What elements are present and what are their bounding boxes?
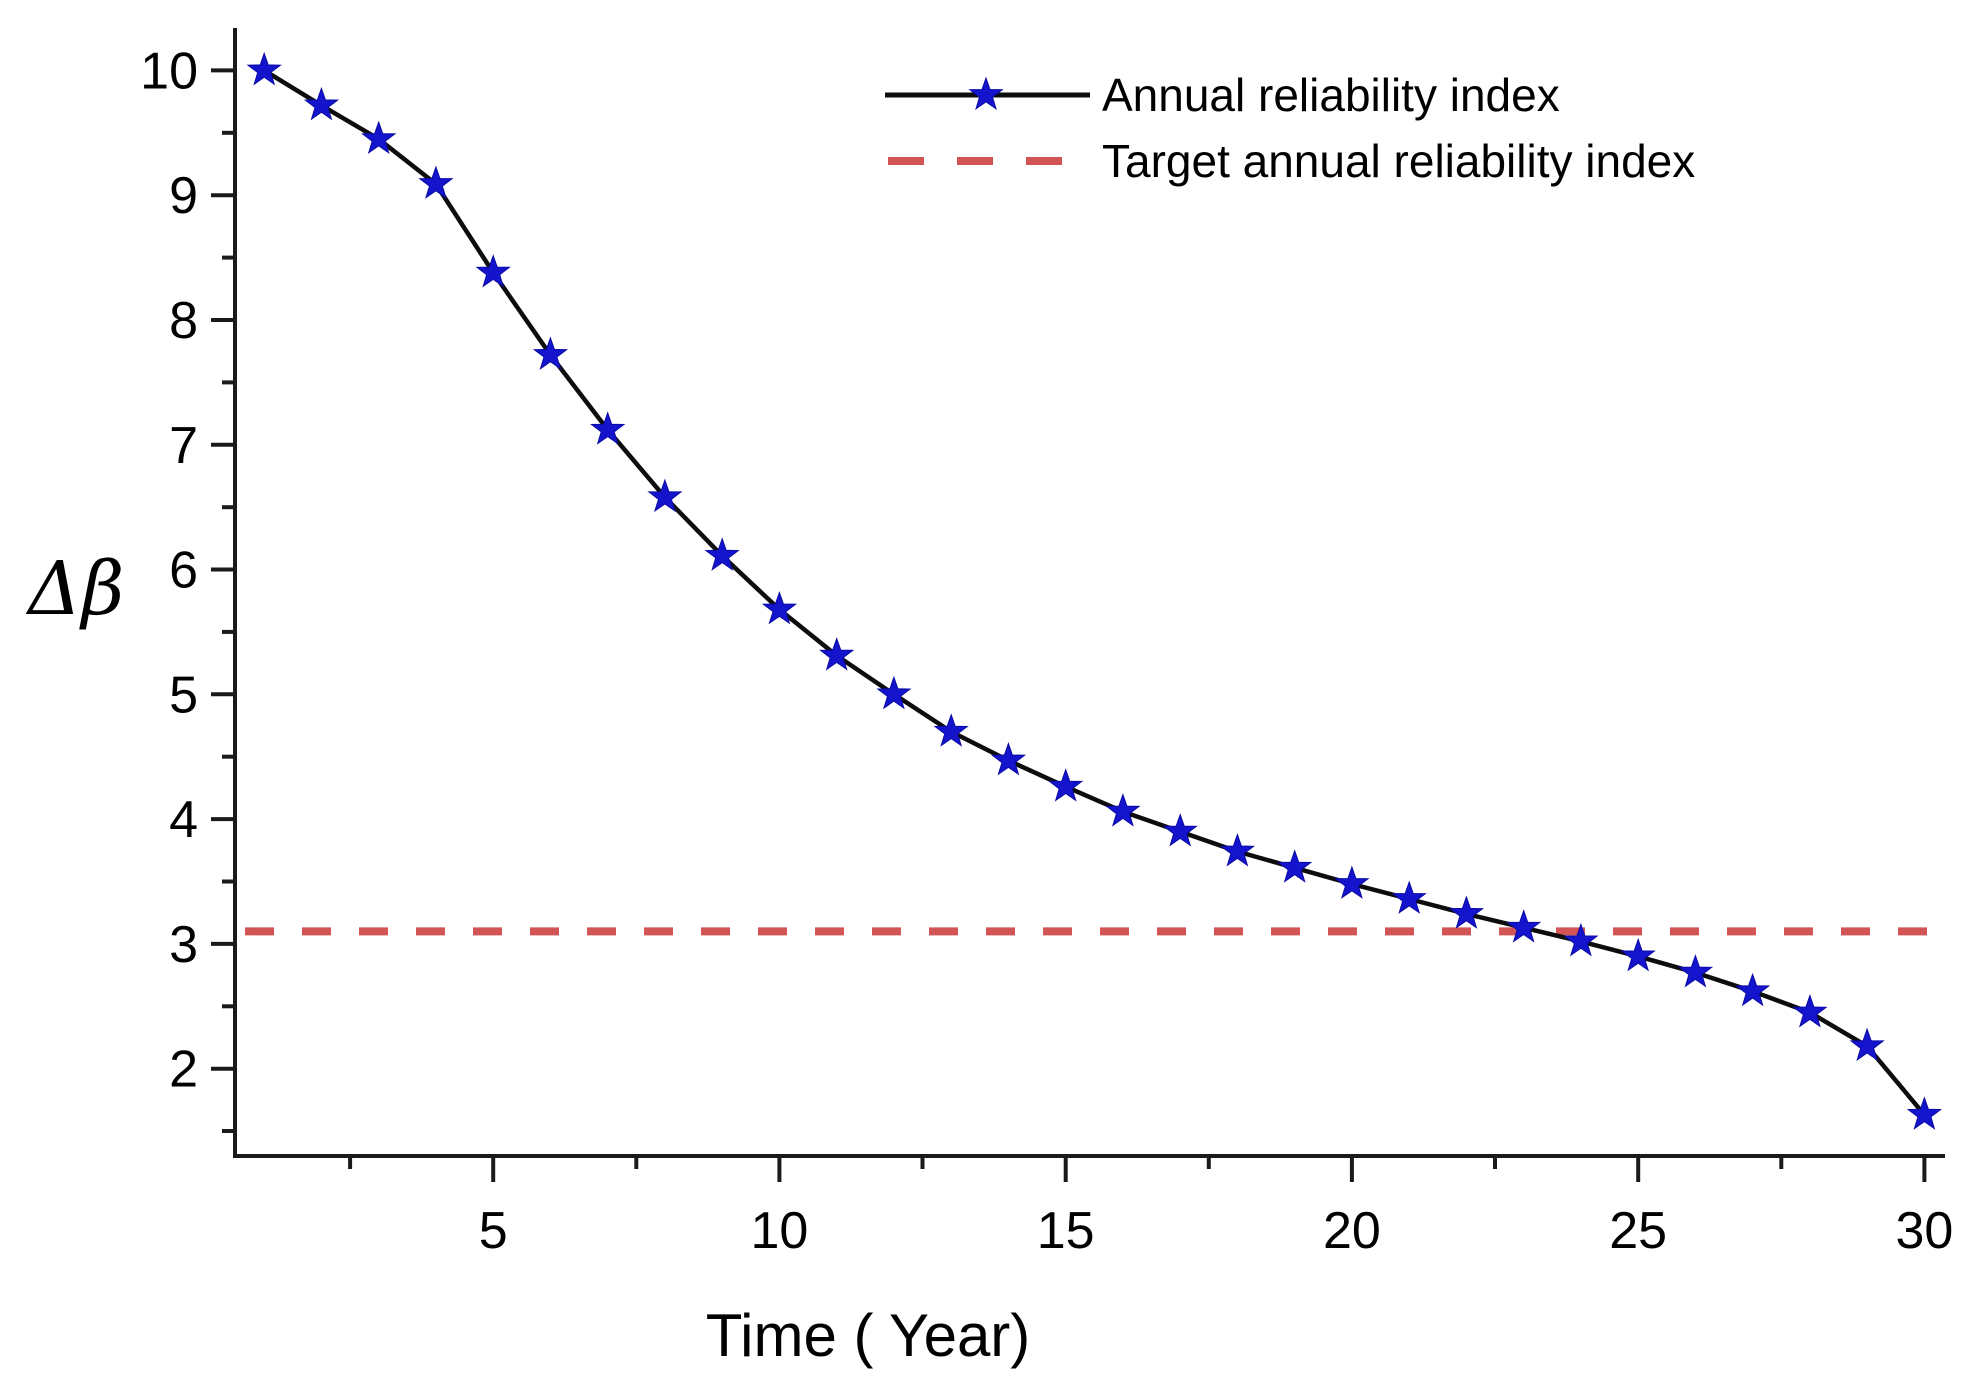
star-marker [303, 86, 340, 121]
y-axis-title: Δβ [25, 546, 124, 632]
x-tick-label: 10 [750, 1202, 808, 1260]
legend-label-target: Target annual reliability index [1102, 135, 1695, 187]
axes [233, 28, 1945, 1158]
star-marker [704, 537, 740, 571]
x-tick-label: 25 [1609, 1202, 1667, 1260]
y-tick-label: 3 [169, 916, 198, 974]
star-marker [1735, 972, 1771, 1007]
y-tick-label: 6 [169, 542, 198, 600]
x-tick-label: 5 [479, 1202, 508, 1260]
y-tick-label: 10 [140, 42, 198, 100]
x-axis-title: Time ( Year) [706, 1302, 1031, 1369]
star-marker [1448, 895, 1485, 929]
star-marker [1219, 832, 1256, 867]
star-marker [1620, 937, 1656, 972]
star-marker [1677, 954, 1714, 988]
ticks [211, 68, 1927, 1182]
y-tick-labels: 2 3 4 5 6 7 8 9 10 [140, 42, 198, 1098]
y-tick-label: 5 [169, 666, 198, 724]
star-marker [1048, 768, 1084, 802]
x-tick-labels: 5 10 15 20 25 30 [479, 1202, 1954, 1260]
x-tick-label: 30 [1895, 1202, 1953, 1260]
star-marker [1277, 849, 1313, 883]
y-tick-label: 2 [169, 1041, 198, 1099]
star-marker [761, 590, 798, 625]
star-marker [1162, 813, 1198, 847]
y-tick-label: 4 [169, 791, 198, 849]
x-tick-label: 15 [1037, 1202, 1095, 1260]
annual-reliability-markers [246, 51, 1943, 1130]
star-marker [1334, 865, 1370, 899]
star-marker [361, 120, 397, 155]
star-marker [1906, 1096, 1943, 1130]
annual-reliability-line [263, 68, 1927, 1117]
legend-label-annual: Annual reliability index [1102, 69, 1560, 121]
star-marker [590, 411, 626, 445]
star-marker [1391, 880, 1427, 914]
legend-star-icon [968, 76, 1004, 111]
star-marker [990, 741, 1027, 776]
star-marker [246, 51, 282, 86]
chart-legend: Annual reliability index Target annual re… [885, 69, 1695, 187]
star-marker [876, 675, 912, 710]
x-tick-label: 20 [1323, 1202, 1381, 1260]
y-tick-label: 8 [169, 292, 198, 350]
star-marker [647, 478, 683, 513]
y-tick-label: 7 [169, 417, 198, 475]
star-marker [475, 254, 511, 288]
star-marker [418, 165, 454, 199]
star-marker [1506, 909, 1542, 943]
star-marker [819, 637, 855, 671]
star-marker [1105, 793, 1141, 827]
star-marker [1792, 993, 1828, 1028]
star-marker [1849, 1027, 1885, 1062]
star-marker [532, 336, 569, 370]
star-marker [1563, 922, 1599, 957]
y-tick-label: 9 [169, 167, 198, 225]
star-marker [933, 713, 969, 747]
